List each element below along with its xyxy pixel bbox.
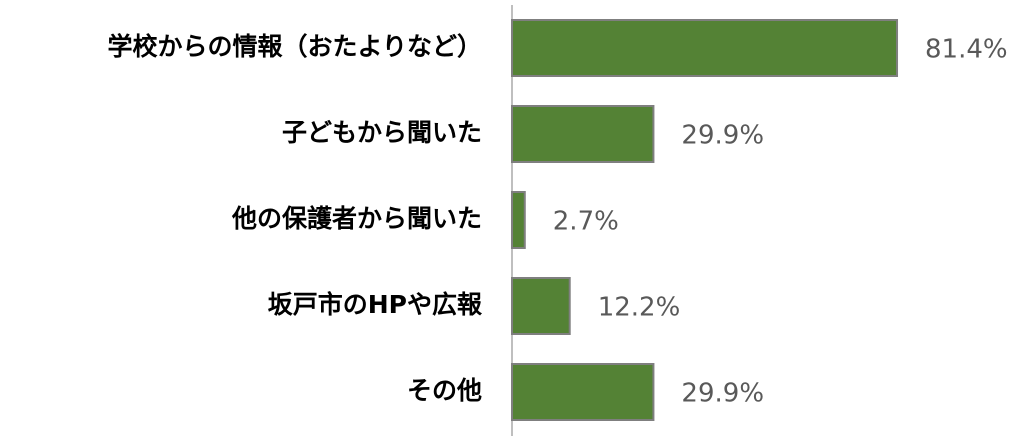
bar (511, 277, 571, 335)
value-label: 29.9% (681, 379, 764, 409)
bar (511, 105, 655, 163)
bar (511, 19, 899, 77)
category-label: 他の保護者から聞いた (231, 204, 482, 233)
value-label: 29.9% (681, 121, 764, 151)
bar (511, 191, 526, 249)
category-label: 学校からの情報（おたよりなど） (107, 32, 482, 61)
value-label: 12.2% (598, 293, 681, 323)
bar (511, 363, 655, 421)
value-label: 81.4% (925, 35, 1008, 65)
category-label: 坂戸市のHPや広報 (268, 290, 483, 319)
category-label: その他 (407, 376, 482, 405)
value-label: 2.7% (553, 207, 619, 237)
category-label: 子どもから聞いた (282, 118, 482, 147)
